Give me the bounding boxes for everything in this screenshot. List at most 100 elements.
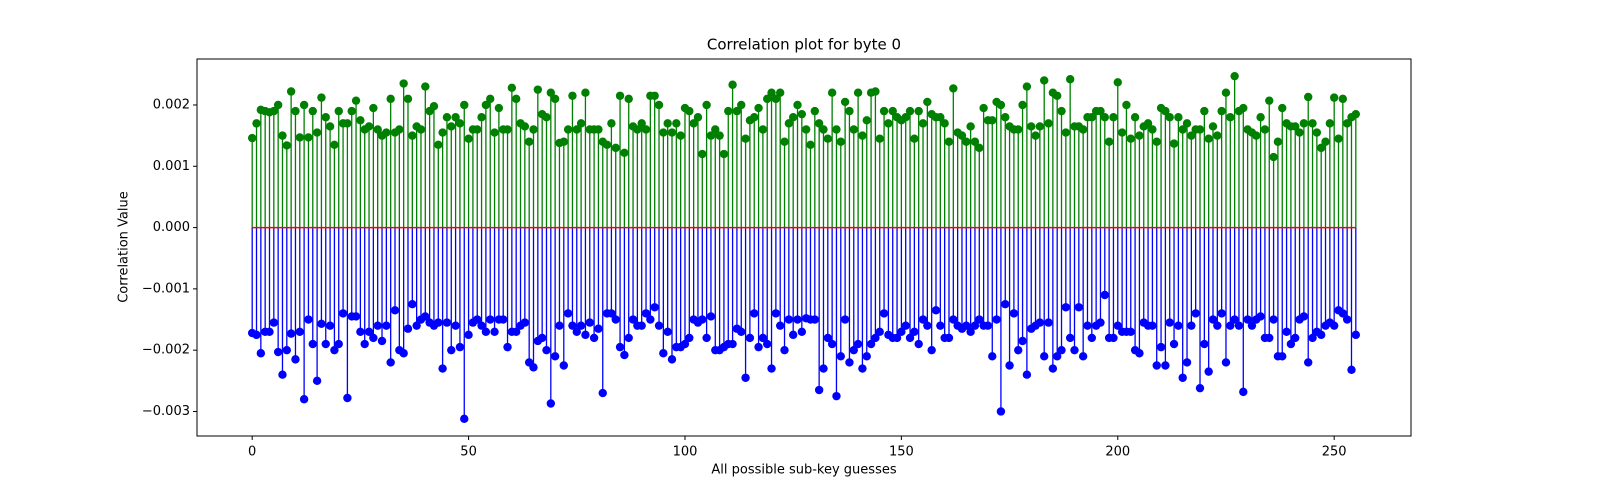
stem-marker (546, 399, 556, 408)
stem-marker (1325, 119, 1335, 128)
stem-marker (901, 113, 910, 122)
stem-marker (975, 143, 984, 153)
stem-marker (529, 125, 538, 134)
stem-marker (1161, 361, 1170, 370)
stem-marker (511, 94, 521, 104)
stem-marker (1200, 339, 1209, 349)
stem-marker (797, 109, 807, 119)
stem-marker (1174, 321, 1183, 330)
stem-marker (845, 358, 854, 367)
stem-marker (343, 393, 352, 403)
stem-marker (1321, 137, 1330, 146)
stem-marker (278, 370, 287, 379)
stem-marker (620, 148, 629, 157)
stem-marker (499, 315, 508, 324)
stem-marker (1221, 88, 1231, 97)
stem-marker (1308, 119, 1317, 128)
stem-marker (793, 100, 802, 110)
stem-marker (321, 113, 330, 122)
stem-marker (659, 349, 668, 358)
stem-marker (1100, 290, 1109, 300)
stem-marker (1256, 312, 1265, 321)
stem-marker (1316, 330, 1326, 340)
y-tick-label: −0.002 (142, 343, 190, 358)
stem-marker (862, 116, 871, 125)
stem-marker (741, 373, 750, 382)
stem-marker (486, 315, 495, 324)
stem-marker (1200, 106, 1209, 116)
stem-marker (568, 321, 577, 330)
stem-marker (914, 339, 923, 349)
stem-marker (871, 333, 880, 343)
stem-marker (918, 315, 928, 324)
stem-marker (330, 345, 339, 355)
stem-marker (360, 339, 369, 349)
stem-marker (399, 79, 408, 88)
stem-marker (1243, 315, 1252, 324)
stem-marker (408, 131, 417, 140)
stem-marker (1260, 125, 1270, 134)
stem-marker (1031, 131, 1040, 140)
stem-marker (1087, 333, 1097, 343)
stem-marker (1165, 318, 1174, 327)
stem-marker (1040, 352, 1049, 361)
stem-marker (416, 125, 426, 134)
stem-marker (1351, 109, 1361, 119)
x-tick-label: 0 (248, 445, 256, 460)
stem-marker (702, 333, 711, 343)
stem-marker (1351, 330, 1361, 340)
stem-marker (546, 88, 556, 97)
stem-marker (460, 414, 469, 424)
stem-marker (1217, 106, 1226, 116)
stem-marker (788, 113, 798, 122)
stem-marker (1152, 137, 1161, 146)
stem-marker (1239, 387, 1248, 397)
stem-marker (1291, 333, 1300, 343)
stem-marker (299, 100, 309, 110)
stem-marker (607, 119, 616, 128)
stem-marker (975, 315, 984, 324)
stem-marker (737, 100, 746, 110)
stem-marker (944, 137, 954, 146)
stem-marker (585, 318, 594, 327)
stem-marker (728, 339, 737, 349)
stem-marker (1109, 333, 1118, 343)
y-tick-label: −0.003 (142, 404, 190, 419)
stem-marker (572, 125, 581, 134)
stem-marker (602, 140, 612, 150)
stem-marker (754, 103, 763, 113)
stem-marker (633, 125, 642, 134)
stem-marker (728, 80, 737, 89)
stem-marker (901, 321, 910, 330)
stem-marker (1083, 321, 1092, 330)
stem-marker (503, 125, 512, 134)
stem-marker (949, 315, 958, 324)
stem-marker (334, 106, 343, 116)
stem-marker (1161, 106, 1170, 116)
stem-marker (347, 106, 356, 116)
stem-marker (533, 85, 543, 94)
stem-marker (321, 339, 330, 349)
stem-marker (641, 309, 651, 318)
stem-marker (520, 122, 530, 131)
stem-marker (1096, 106, 1105, 116)
stem-marker (1096, 318, 1105, 327)
stem-marker (1282, 327, 1291, 336)
stem-marker (1113, 321, 1122, 330)
stem-marker (447, 122, 456, 131)
stem-marker (659, 128, 668, 137)
stem-marker (685, 333, 694, 343)
stem-marker (1065, 75, 1075, 84)
stem-marker (741, 134, 750, 143)
stem-marker (563, 125, 573, 134)
stem-marker (247, 133, 257, 143)
stem-marker (299, 395, 309, 404)
stem-marker (750, 113, 759, 122)
stem-marker (1135, 131, 1144, 140)
y-tick-label: −0.001 (142, 281, 190, 296)
stem-marker (1126, 327, 1135, 336)
stem-marker (650, 303, 659, 312)
stem-marker (330, 140, 339, 150)
stem-marker (1022, 82, 1032, 91)
stem-marker (1304, 358, 1313, 367)
